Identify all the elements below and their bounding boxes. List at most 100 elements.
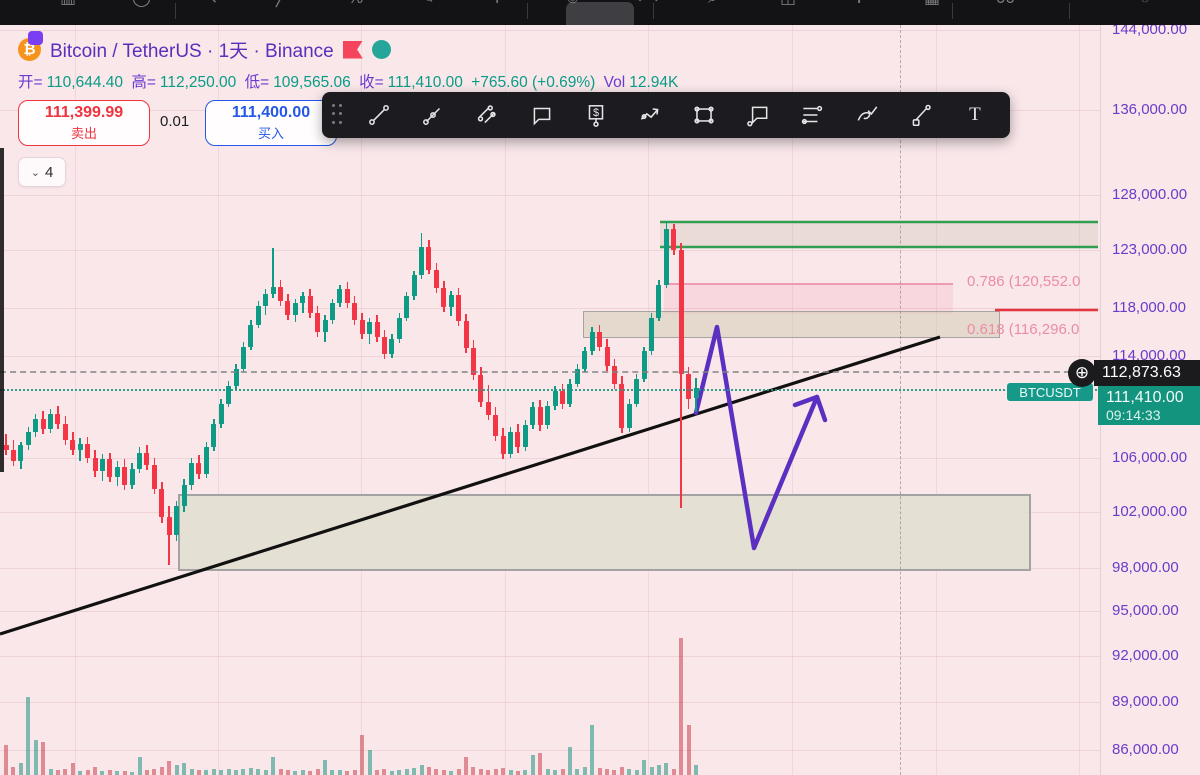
drag-handle[interactable]: [332, 104, 346, 126]
volume-bar: [538, 753, 543, 775]
volume-bar: [375, 770, 379, 775]
search-icon[interactable]: ◌: [1140, 0, 1150, 8]
fib-zone[interactable]: [664, 283, 953, 314]
text-icon[interactable]: T: [492, 0, 502, 8]
brush-check-tool[interactable]: [840, 95, 894, 135]
candle-body: [545, 406, 551, 426]
crosshair-add-alert-icon[interactable]: ⊕: [1068, 359, 1096, 387]
parallel-channel-tool[interactable]: [460, 95, 514, 135]
symbol-title[interactable]: Bitcoin / TetherUS · 1天 · Binance: [50, 41, 334, 62]
price-note-tool[interactable]: $: [569, 95, 623, 135]
volume-bar: [271, 757, 276, 775]
arrow-marker-tool[interactable]: [623, 95, 677, 135]
volume-bar: [352, 770, 357, 775]
trend-line-tool[interactable]: [352, 95, 406, 135]
volume-bar: [204, 770, 209, 775]
candle-wick: [502, 427, 504, 460]
emoji-icon[interactable]: ☺: [564, 0, 581, 8]
candle-wick: [569, 378, 571, 408]
h-gridline: [0, 702, 1100, 703]
volume-bar: [100, 771, 105, 775]
candle-body: [411, 275, 417, 297]
candle-body: [374, 322, 380, 337]
quantity-value[interactable]: 0.01: [160, 113, 190, 130]
volume-bar: [597, 768, 602, 775]
volume-bar: [441, 770, 446, 775]
crosshair-icon[interactable]: ✛: [852, 0, 866, 8]
brush-icon[interactable]: ✎: [420, 0, 434, 8]
callout-tool[interactable]: [731, 95, 785, 135]
symbol-badge[interactable]: BTCUSDT: [1007, 383, 1093, 401]
candle-body: [367, 322, 373, 335]
crosshair-price-label: 112,873.63: [1094, 360, 1200, 386]
volume-bar: [560, 769, 565, 775]
candle-wick: [346, 282, 349, 309]
candle-wick: [20, 442, 22, 469]
fib-level-0618-label: 0.618 (116,296.0: [967, 321, 1080, 338]
path-tool[interactable]: [894, 95, 948, 135]
candle-body: [315, 312, 321, 333]
trend-line[interactable]: [0, 335, 941, 636]
sell-button[interactable]: 111,399.99 卖出: [18, 100, 150, 146]
timeframe-dropdown[interactable]: ⌄ 4: [18, 157, 66, 187]
volume-bar: [18, 763, 23, 775]
candle-wick: [235, 363, 237, 390]
candle-body: [40, 418, 46, 430]
volume-bar: [679, 638, 684, 775]
candle-wick: [613, 358, 616, 389]
measure-icon[interactable]: ⟷: [636, 0, 660, 8]
candle-body: [448, 295, 454, 307]
long-position-tool[interactable]: [785, 95, 839, 135]
supply-zone-mid[interactable]: [583, 311, 1000, 338]
candle-body: [508, 431, 514, 455]
volume-bar: [426, 767, 431, 775]
candle-body: [211, 424, 217, 448]
drawing-toolbar: $ T: [322, 92, 1010, 138]
info-line-tool[interactable]: [406, 95, 460, 135]
candle-body: [85, 443, 91, 458]
candle-body: [107, 459, 113, 477]
candle-wick: [12, 439, 15, 466]
low-label: 低=: [244, 74, 270, 91]
axis-price-label: 106,000.00: [1112, 449, 1188, 466]
candle-wick: [272, 247, 274, 298]
zoom-icon[interactable]: ⌕: [708, 0, 718, 8]
volume-bar: [137, 757, 142, 775]
fib-icon[interactable]: %: [348, 0, 363, 8]
cursor-icon[interactable]: ↖: [204, 0, 218, 8]
circle-icon[interactable]: ◯: [132, 0, 151, 8]
candle-wick: [64, 416, 67, 445]
candle-body: [62, 424, 68, 440]
candle-body: [419, 246, 425, 276]
top-toolbar: ▥ ◯ ↖ ╱% ✎ T ☺ ⟷ ⌕ ◫ ✛ ▦ 00 ⌁ ◌: [0, 0, 1200, 25]
axis-price-label: 118,000.00: [1112, 299, 1186, 316]
candle-wick: [584, 346, 586, 373]
candle-body: [329, 303, 335, 321]
active-tool-highlight[interactable]: [566, 2, 634, 25]
volume-bar: [11, 767, 16, 775]
magnet-icon[interactable]: ◫: [780, 0, 796, 8]
volume-bar: [48, 769, 53, 775]
market-status-dot[interactable]: [371, 40, 391, 59]
volume-bar: [293, 771, 298, 775]
candle-wick: [302, 291, 304, 313]
candles-00[interactable]: 00: [996, 0, 1015, 8]
grid-icon[interactable]: ▦: [924, 0, 940, 8]
candle-body: [537, 407, 543, 426]
flag-icon[interactable]: [342, 40, 363, 59]
volume-bar: [367, 750, 372, 775]
link-icon[interactable]: ⌁: [1068, 0, 1078, 8]
supply-zone-upper[interactable]: [660, 222, 1098, 247]
demand-zone-bottom[interactable]: [178, 494, 1031, 571]
panels-icon[interactable]: ▥: [60, 0, 76, 8]
volume-bar: [115, 771, 120, 775]
candle-body: [567, 383, 573, 404]
buy-button[interactable]: 111,400.00 买入: [205, 100, 337, 146]
symbol-header[interactable]: ₿ Bitcoin / TetherUS · 1天 · Binance: [18, 31, 391, 63]
comment-tool[interactable]: [515, 95, 569, 135]
trend-icon[interactable]: ╱: [276, 0, 286, 8]
volume-bar: [694, 765, 699, 775]
text-tool[interactable]: T: [969, 104, 981, 125]
h-gridline: [0, 356, 1100, 357]
rectangle-tool[interactable]: [677, 95, 731, 135]
